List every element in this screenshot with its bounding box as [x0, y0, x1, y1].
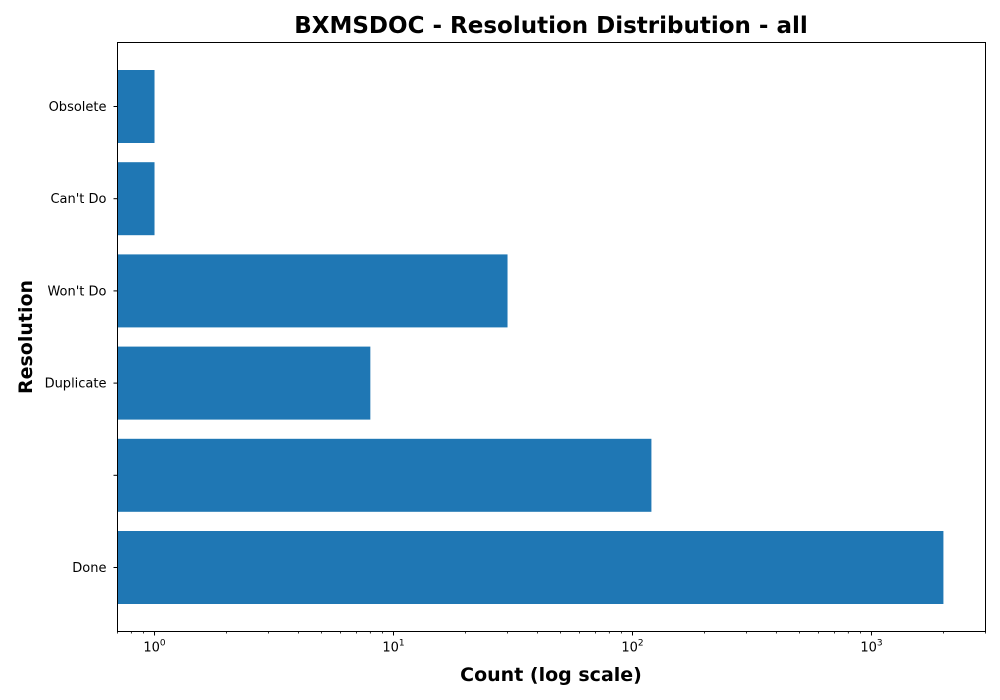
x-axis: 100 101 102 103 — [117, 631, 986, 656]
bar-2 — [117, 346, 371, 420]
x-tick-label: 102 — [621, 639, 643, 656]
x-axis-label: Count (log scale) — [460, 664, 642, 686]
bar-0 — [117, 531, 944, 604]
x-tick-label: 101 — [382, 639, 404, 656]
bar-3 — [117, 254, 508, 328]
y-axis-label: Resolution — [15, 280, 37, 394]
x-tick-label: 100 — [143, 639, 166, 656]
y-tick-label: Done — [72, 561, 106, 576]
bar-1 — [117, 438, 652, 512]
x-tick-label: 103 — [860, 639, 882, 656]
y-tick-label: Won't Do — [47, 284, 106, 299]
bar-5 — [117, 70, 155, 143]
y-tick-label: Can't Do — [50, 192, 106, 207]
plot-frame — [117, 42, 986, 632]
y-tick-label: Obsolete — [49, 100, 107, 115]
chart-title: BXMSDOC - Resolution Distribution - all — [294, 13, 808, 39]
y-tick-label: Duplicate — [45, 377, 107, 392]
bar-4 — [117, 162, 155, 236]
bars-group — [117, 70, 944, 604]
y-axis: Done Duplicate Won't Do Can't Do Obsolete — [45, 100, 118, 576]
